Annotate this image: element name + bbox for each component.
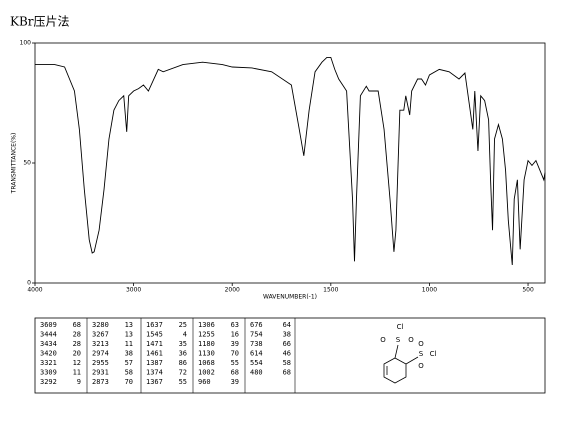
peak-intensity: 64 (283, 321, 291, 329)
peak-wavenumber: 676 (250, 321, 263, 329)
peak-intensity: 36 (179, 350, 187, 358)
peak-intensity: 12 (73, 359, 81, 367)
x-tick-label: 3000 (126, 287, 141, 294)
peak-intensity: 11 (125, 340, 133, 348)
peak-intensity: 70 (125, 378, 133, 386)
peak-intensity: 38 (125, 350, 133, 358)
peak-intensity: 9 (77, 378, 81, 386)
peak-wavenumber: 2873 (92, 378, 109, 386)
peak-wavenumber: 960 (198, 378, 211, 386)
peak-intensity: 68 (73, 321, 81, 329)
x-tick-label: 4000 (27, 287, 42, 294)
peak-wavenumber: 1545 (146, 331, 163, 339)
peak-intensity: 11 (73, 369, 81, 377)
peak-wavenumber: 1180 (198, 340, 215, 348)
peak-wavenumber: 1255 (198, 331, 215, 339)
peak-intensity: 25 (179, 321, 187, 329)
peak-intensity: 39 (231, 340, 239, 348)
peak-wavenumber: 738 (250, 340, 263, 348)
x-tick-label: 1000 (422, 287, 437, 294)
x-axis-label: WAVENUMBER(-1) (263, 294, 317, 301)
peak-intensity: 68 (283, 369, 291, 377)
peak-intensity: 16 (231, 331, 239, 339)
atom-label: Cl (430, 350, 437, 358)
peak-wavenumber: 3280 (92, 321, 109, 329)
atom-label: O (418, 362, 424, 370)
peak-intensity: 28 (73, 340, 81, 348)
y-tick-label: 50 (23, 160, 31, 167)
peak-wavenumber: 3609 (40, 321, 57, 329)
y-axis-label: TRANSMITTANCE(%) (11, 133, 18, 195)
peak-intensity: 58 (125, 369, 133, 377)
peak-wavenumber: 3267 (92, 331, 109, 339)
peak-wavenumber: 1306 (198, 321, 215, 329)
x-tick-label: 1500 (323, 287, 338, 294)
peak-intensity: 86 (179, 359, 187, 367)
peak-intensity: 13 (125, 331, 133, 339)
peak-wavenumber: 614 (250, 350, 263, 358)
peak-intensity: 55 (231, 359, 239, 367)
peak-wavenumber: 1471 (146, 340, 163, 348)
peak-wavenumber: 1367 (146, 378, 163, 386)
peak-intensity: 39 (231, 378, 239, 386)
spectrum-line (35, 56, 546, 266)
peak-intensity: 63 (231, 321, 239, 329)
peak-intensity: 13 (125, 321, 133, 329)
peak-intensity: 46 (283, 350, 291, 358)
peak-intensity: 57 (125, 359, 133, 367)
peak-intensity: 58 (283, 359, 291, 367)
peak-wavenumber: 3292 (40, 378, 57, 386)
peak-wavenumber: 1387 (146, 359, 163, 367)
y-tick-label: 0 (27, 280, 31, 287)
peak-wavenumber: 2974 (92, 350, 109, 358)
atom-label: S (396, 336, 401, 344)
peak-wavenumber: 3213 (92, 340, 109, 348)
atom-label: S (419, 350, 424, 358)
peak-wavenumber: 480 (250, 369, 263, 377)
peak-intensity: 72 (179, 369, 187, 377)
structure (383, 344, 419, 384)
peak-wavenumber: 3420 (40, 350, 57, 358)
peak-intensity: 55 (179, 378, 187, 386)
peak-wavenumber: 1002 (198, 369, 215, 377)
peak-intensity: 35 (179, 340, 187, 348)
peak-wavenumber: 2931 (92, 369, 109, 377)
peak-wavenumber: 3321 (40, 359, 57, 367)
peak-wavenumber: 1637 (146, 321, 163, 329)
peak-wavenumber: 2955 (92, 359, 109, 367)
peak-wavenumber: 3434 (40, 340, 57, 348)
chart-title: KBr压片法 (10, 15, 70, 29)
peak-wavenumber: 3309 (40, 369, 57, 377)
peak-wavenumber: 754 (250, 331, 263, 339)
atom-label: O (408, 336, 414, 344)
peak-intensity: 20 (73, 350, 81, 358)
x-tick-label: 500 (522, 287, 534, 294)
peak-intensity: 38 (283, 331, 291, 339)
peak-wavenumber: 1130 (198, 350, 215, 358)
peak-wavenumber: 1068 (198, 359, 215, 367)
peak-wavenumber: 3444 (40, 331, 57, 339)
plot-frame (34, 42, 546, 284)
peak-intensity: 68 (231, 369, 239, 377)
atom-label: O (380, 336, 386, 344)
peak-intensity: 4 (183, 331, 187, 339)
peak-intensity: 66 (283, 340, 291, 348)
atom-label: O (418, 340, 424, 348)
table-frame (34, 317, 546, 394)
x-tick-label: 2000 (225, 287, 240, 294)
peak-intensity: 70 (231, 350, 239, 358)
peak-intensity: 28 (73, 331, 81, 339)
peak-wavenumber: 1374 (146, 369, 163, 377)
peak-wavenumber: 554 (250, 359, 263, 367)
peak-wavenumber: 1461 (146, 350, 163, 358)
y-tick-label: 100 (20, 40, 32, 47)
atom-label: Cl (397, 323, 404, 331)
